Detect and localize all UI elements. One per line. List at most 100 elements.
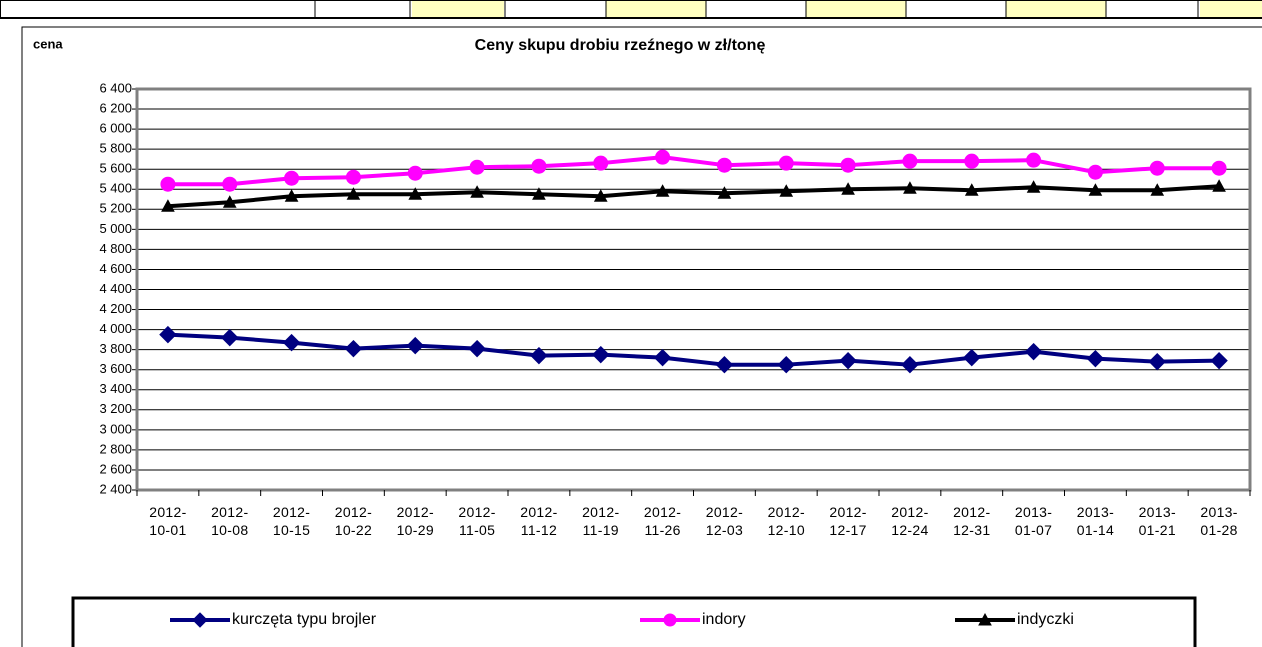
y-tick-label: 3 600	[99, 361, 132, 376]
marker	[779, 184, 794, 197]
marker	[1150, 183, 1165, 196]
y-tick-label: 2 400	[99, 481, 132, 496]
marker	[407, 165, 423, 181]
marker	[655, 149, 671, 165]
y-tick-label: 6 000	[99, 121, 132, 136]
marker	[284, 189, 299, 202]
marker	[717, 186, 732, 199]
marker	[777, 355, 795, 374]
marker	[532, 187, 546, 200]
marker	[284, 170, 300, 186]
x-tick-label: 2012-12-17	[829, 504, 867, 538]
y-tick-label: 2 800	[99, 441, 132, 456]
legend-item: indyczki	[955, 611, 1074, 628]
marker	[901, 355, 919, 374]
marker	[222, 176, 238, 192]
marker	[778, 155, 794, 171]
legend-marker	[978, 612, 992, 626]
marker	[159, 325, 177, 344]
x-tick-label: 2012-10-15	[272, 504, 311, 538]
x-tick-label: 2012-10-29	[396, 504, 434, 538]
marker	[345, 169, 361, 185]
marker	[841, 182, 855, 195]
sheet-cell	[1006, 1, 1106, 17]
y-tick-label: 6 400	[99, 80, 132, 95]
y-tick-label: 3 200	[99, 401, 132, 416]
series	[160, 149, 1227, 192]
marker	[1212, 179, 1226, 192]
x-tick-label: 2012-11-12	[520, 504, 558, 538]
x-tick-label: 2012-11-19	[582, 504, 620, 538]
marker	[840, 157, 856, 173]
y-tick-label: 5 000	[99, 221, 132, 236]
x-tick-label: 2012-12-31	[953, 504, 991, 538]
marker	[282, 333, 301, 352]
legend-item: kurczęta typu brojler	[170, 611, 377, 628]
marker	[346, 187, 361, 200]
marker	[531, 158, 547, 174]
x-tick-label: 2012-10-01	[149, 504, 187, 538]
chart-title: Ceny skupu drobiu rzeźnego w zł/tonę	[475, 37, 766, 54]
marker	[655, 184, 670, 197]
x-tick-label: 2012-12-10	[767, 504, 805, 538]
x-tick-label: 2012-12-03	[705, 504, 744, 538]
marker	[1086, 349, 1105, 368]
series-line	[167, 155, 1220, 187]
legend-label: kurczęta typu brojler	[232, 611, 377, 628]
y-tick-label: 5 400	[99, 181, 132, 196]
marker	[1026, 180, 1041, 193]
sheet-row	[0, 0, 1262, 19]
marker	[963, 348, 981, 367]
x-tick-label: 2013-01-14	[1076, 504, 1115, 538]
legend-item: indory	[640, 611, 746, 628]
marker	[964, 153, 980, 169]
marker	[964, 183, 979, 196]
marker	[903, 181, 917, 194]
y-tick-label: 3 800	[99, 341, 132, 356]
sheet-cell-borders	[314, 0, 1199, 18]
marker	[344, 339, 363, 358]
marker	[1210, 351, 1228, 370]
marker	[161, 199, 175, 212]
legend-marker	[192, 612, 208, 628]
y-tick-label: 4 800	[99, 241, 132, 256]
x-tick-label: 2012-10-22	[334, 504, 373, 538]
marker	[530, 346, 548, 365]
marker	[408, 187, 423, 200]
y-tick-label: 4 200	[99, 301, 132, 316]
series-line	[167, 184, 1220, 209]
x-tick-label: 2013-01-21	[1138, 504, 1176, 538]
legend-label: indyczki	[1017, 611, 1074, 628]
legend-marker	[663, 613, 677, 627]
y-tick-label: 3 000	[99, 421, 132, 436]
legend-label: indory	[702, 611, 746, 628]
y-tick-label: 2 600	[99, 461, 132, 476]
marker	[593, 155, 609, 171]
y-tick-label: 6 200	[99, 100, 132, 115]
marker	[468, 339, 486, 358]
marker	[160, 176, 176, 192]
y-axis-label: cena	[33, 36, 63, 51]
sheet-cell	[1200, 1, 1262, 17]
sheet-cell	[412, 1, 504, 17]
x-tick-label: 2012-12-24	[891, 504, 929, 538]
x-tick-label: 2013-01-28	[1200, 504, 1238, 538]
x-tick-label: 2012-10-08	[211, 504, 249, 538]
marker	[470, 185, 484, 198]
y-tick-label: 5 800	[99, 141, 132, 156]
marker	[653, 348, 672, 367]
marker	[716, 157, 732, 173]
y-tick-label: 4 000	[99, 321, 132, 336]
marker	[1026, 152, 1042, 168]
sheet-cell	[606, 1, 706, 17]
marker	[469, 159, 485, 175]
marker	[1024, 342, 1043, 361]
x-tick-label: 2013-01-07	[1014, 504, 1053, 538]
marker	[221, 328, 239, 347]
marker	[593, 189, 608, 202]
marker	[1087, 164, 1103, 180]
marker	[592, 345, 610, 364]
y-tick-label: 4 400	[99, 281, 132, 296]
